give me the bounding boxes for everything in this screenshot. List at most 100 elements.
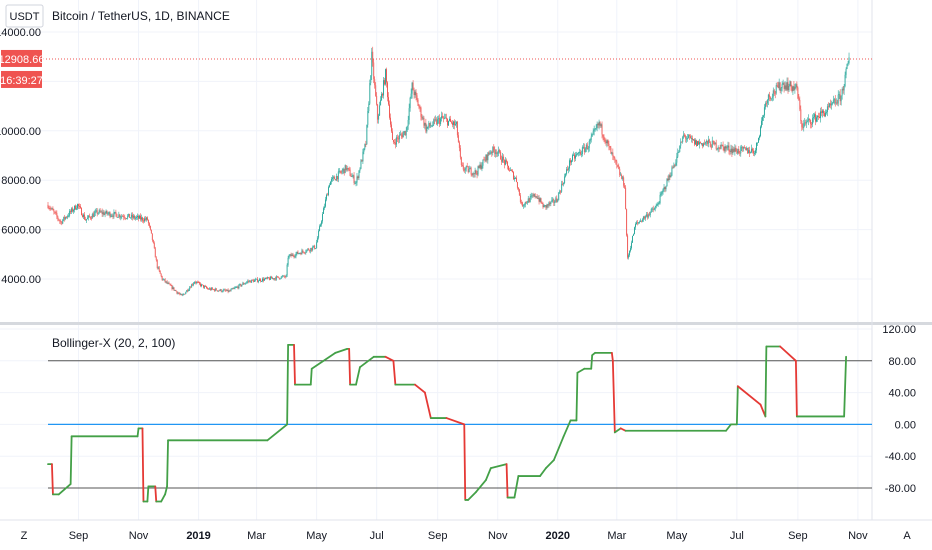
- candle: [286, 263, 288, 278]
- candle: [820, 107, 821, 123]
- candle: [808, 114, 810, 126]
- oscillator-line[interactable]: [47, 343, 847, 503]
- candle: [170, 283, 172, 287]
- oscillator-tick-label: 120.00: [882, 324, 916, 336]
- candle: [256, 278, 258, 280]
- candle: [655, 203, 657, 209]
- candle: [743, 146, 745, 152]
- candle: [795, 83, 797, 89]
- candle: [219, 288, 221, 291]
- candle: [176, 291, 178, 295]
- candle: [113, 209, 115, 219]
- candle: [393, 139, 395, 145]
- candle: [71, 207, 73, 215]
- candle: [707, 135, 709, 148]
- candle: [591, 133, 593, 137]
- candle: [632, 235, 633, 243]
- candle: [687, 134, 689, 142]
- candle: [355, 181, 357, 187]
- candle: [360, 158, 362, 170]
- candle: [237, 285, 239, 290]
- candle: [499, 148, 501, 154]
- candle: [271, 276, 273, 280]
- candle: [484, 156, 486, 163]
- candle: [144, 215, 146, 222]
- candle: [276, 275, 278, 278]
- candle: [365, 140, 367, 148]
- candle: [444, 113, 446, 120]
- candle: [624, 183, 626, 189]
- candle: [682, 135, 684, 144]
- candle: [189, 286, 191, 291]
- candle: [81, 207, 82, 216]
- candle: [823, 111, 825, 118]
- candle: [550, 201, 552, 207]
- candle: [191, 283, 193, 288]
- candle: [756, 142, 757, 154]
- candle: [705, 139, 707, 146]
- candle: [773, 88, 775, 96]
- candle: [481, 162, 483, 172]
- candle: [111, 213, 113, 217]
- candle: [844, 71, 846, 88]
- candle: [663, 184, 665, 192]
- candle: [239, 283, 241, 286]
- candle: [727, 141, 729, 151]
- candle: [609, 145, 611, 151]
- candle: [357, 175, 359, 180]
- auto-button[interactable]: A: [898, 526, 916, 544]
- candle: [81, 213, 83, 218]
- candle: [564, 173, 566, 185]
- candle: [218, 289, 220, 292]
- candle: [530, 192, 532, 200]
- candle: [793, 81, 795, 91]
- candle: [318, 229, 320, 240]
- candle: [832, 95, 834, 104]
- candle: [634, 226, 635, 235]
- candle: [843, 83, 845, 96]
- candle: [108, 211, 110, 216]
- candle: [603, 134, 605, 143]
- candle: [462, 162, 464, 172]
- oscillator-segment: [779, 345, 797, 362]
- candle: [402, 131, 404, 138]
- pane-separator[interactable]: [0, 322, 932, 325]
- candle: [699, 138, 700, 149]
- candle: [722, 141, 724, 151]
- candle: [293, 254, 295, 259]
- candle: [645, 212, 647, 218]
- candle: [61, 221, 63, 226]
- candle: [562, 180, 564, 186]
- candle: [781, 81, 783, 92]
- candle: [369, 79, 371, 105]
- candle: [493, 144, 495, 153]
- oscillator-segment: [613, 427, 622, 434]
- candle: [812, 114, 814, 128]
- candle: [120, 215, 122, 221]
- candle: [611, 151, 613, 156]
- candlestick-series[interactable]: [47, 46, 850, 297]
- currency-badge[interactable]: USDT: [5, 4, 44, 28]
- candle: [847, 60, 849, 67]
- candle: [482, 159, 484, 169]
- candle: [800, 105, 802, 124]
- candle: [776, 82, 778, 88]
- candle: [317, 236, 319, 243]
- candle: [143, 217, 144, 224]
- candle: [510, 167, 511, 171]
- candle: [594, 128, 596, 132]
- candle: [266, 276, 268, 280]
- candle: [735, 145, 737, 153]
- candle: [314, 244, 316, 250]
- candle: [350, 173, 352, 178]
- auto-scale-button[interactable]: Z: [15, 526, 33, 544]
- oscillator-segment: [136, 427, 140, 438]
- candle: [822, 109, 823, 118]
- candle: [336, 175, 338, 182]
- candle: [460, 156, 462, 167]
- candle: [677, 148, 679, 159]
- candle: [114, 211, 116, 215]
- candle: [427, 126, 429, 129]
- candle: [494, 146, 496, 158]
